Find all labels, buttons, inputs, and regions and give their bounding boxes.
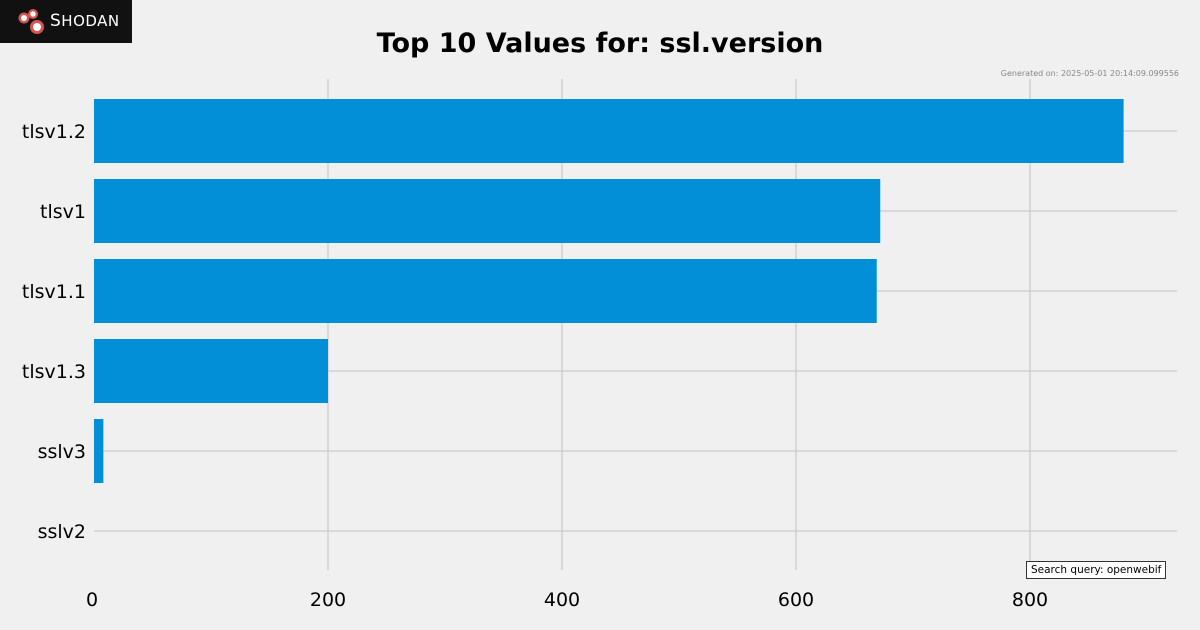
generated-timestamp: Generated on: 2025-05-01 20:14:09.099556 [1000,69,1179,78]
x-tick-label: 200 [310,589,346,611]
bar-sslv3 [94,419,104,483]
x-tick-labels: 0 200 400 600 800 [86,589,1048,611]
bar-tlsv1-2 [94,99,1124,163]
search-query-box: Search query: openwebif [1026,561,1167,579]
category-label: tlsv1.3 [22,361,86,383]
category-label: sslv2 [38,521,86,543]
x-tick-label: 400 [544,589,580,611]
shodan-logo-icon [18,9,44,34]
x-tick-label: 0 [86,589,98,611]
category-label: tlsv1.1 [22,281,86,303]
shodan-logo-text: SHODAN [50,11,120,31]
category-label: tlsv1.2 [22,121,86,143]
bar-tlsv1-3 [94,339,328,403]
category-label: sslv3 [38,441,86,463]
category-label: tlsv1 [40,201,86,223]
x-tick-label: 800 [1012,589,1048,611]
shodan-logo: SHODAN [0,0,132,43]
chart-title: Top 10 Values for: ssl.version [376,28,824,59]
bars [94,99,1124,483]
category-labels: tlsv1.2 tlsv1 tlsv1.1 tlsv1.3 sslv3 sslv2 [22,121,86,543]
x-tick-label: 600 [778,589,814,611]
bar-tlsv1-1 [94,259,877,323]
bar-tlsv1 [94,179,881,243]
